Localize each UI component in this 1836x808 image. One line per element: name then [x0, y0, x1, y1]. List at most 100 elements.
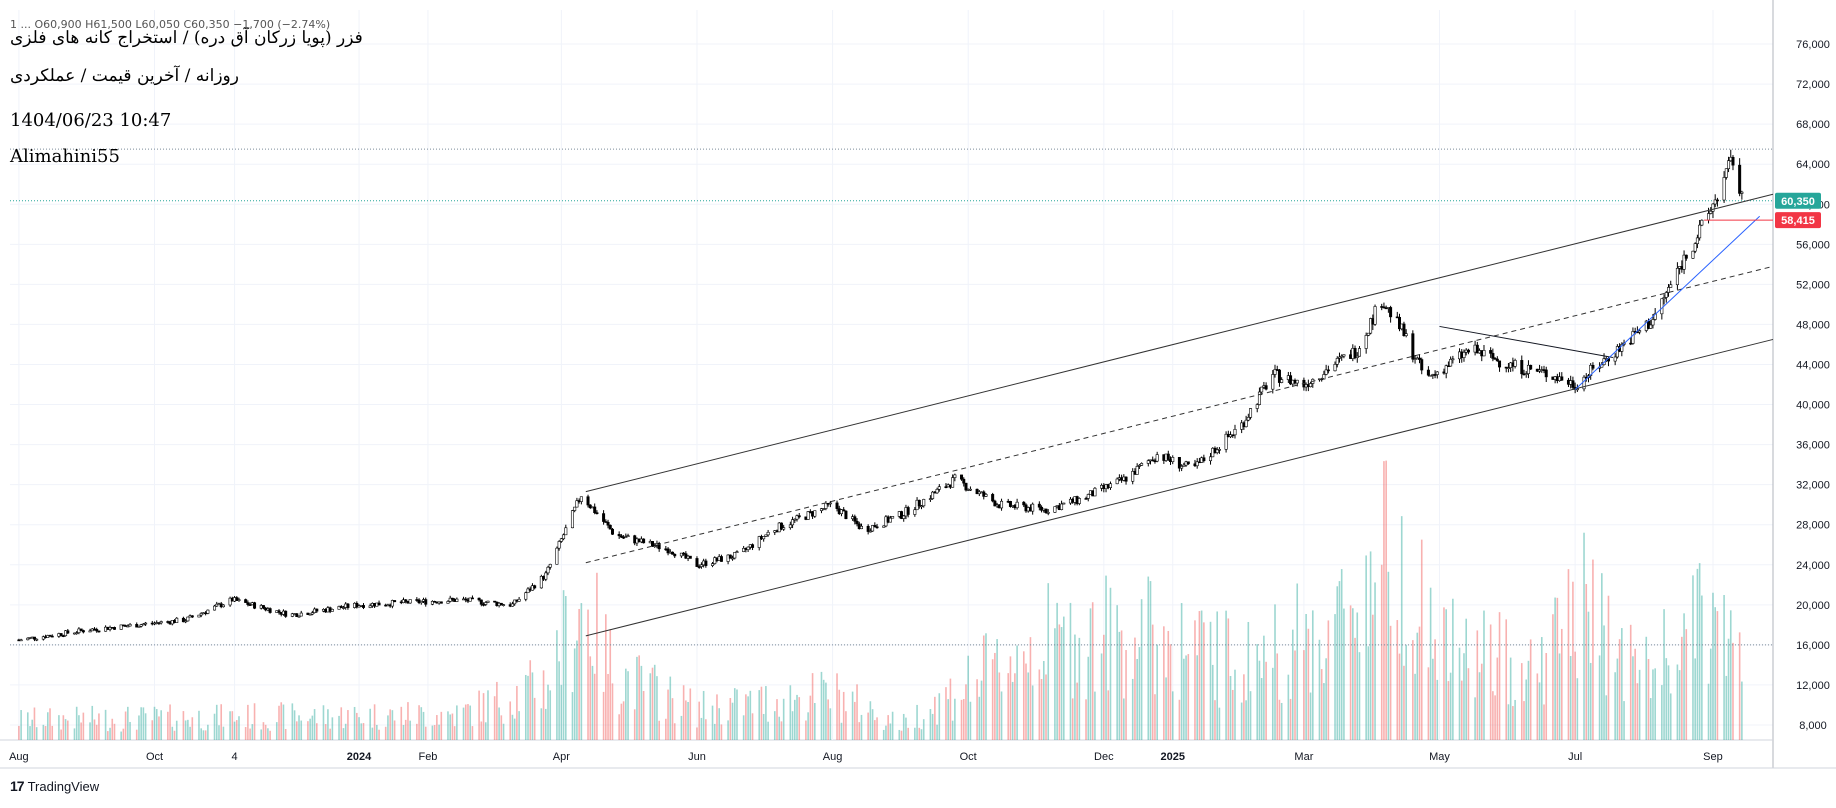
candle-body [779, 522, 783, 530]
candle-body [1398, 316, 1402, 330]
volume-bar [1014, 673, 1016, 740]
volume-bar [1354, 637, 1356, 740]
volume-bar [1432, 658, 1434, 740]
volume-bar [1225, 610, 1227, 740]
volume-bar [104, 709, 107, 740]
volume-bar [611, 683, 614, 740]
volume-bar [60, 729, 62, 740]
volume-bar [689, 688, 692, 740]
volume-bar [1480, 663, 1483, 740]
candle-body [728, 554, 732, 559]
time-tick-label: Apr [553, 751, 570, 763]
candle-body [651, 541, 655, 547]
volume-bar [191, 717, 194, 740]
volume-bar [934, 696, 936, 740]
candle-body [953, 474, 957, 478]
price-tick-label: 48,000 [1796, 319, 1830, 331]
volume-bar [1476, 630, 1479, 740]
volume-bar [1483, 610, 1485, 740]
volume-bar [920, 729, 923, 740]
candle-body [299, 612, 303, 617]
volume-bar [313, 709, 316, 740]
volume-bar [891, 711, 894, 740]
volume-bar [524, 674, 527, 740]
volume-bar [1307, 628, 1310, 740]
volume-bar [1352, 608, 1354, 740]
time-tick-label: Jul [1568, 751, 1582, 763]
volume-bar [1443, 607, 1445, 740]
volume-bar [1574, 651, 1576, 740]
volume-bar [400, 706, 403, 740]
time-tick-label: Jun [688, 751, 706, 763]
volume-bar [1683, 613, 1685, 740]
candle-body [902, 515, 906, 519]
brand[interactable]: 17 TradingView [10, 778, 99, 794]
volume-bar [1047, 583, 1050, 740]
volume-bar [1185, 655, 1187, 740]
volume-bar [1076, 682, 1078, 740]
volume-bar [882, 729, 885, 740]
volume-bar [213, 713, 216, 740]
volume-bar [338, 715, 340, 740]
volume-bar [1367, 646, 1370, 740]
candle-body [221, 604, 225, 608]
volume-bar [93, 719, 96, 740]
volume-bar [78, 715, 80, 740]
volume-bar [1167, 630, 1170, 740]
candle-body [900, 511, 904, 519]
candle-body [1131, 471, 1135, 482]
time-tick-label: Oct [960, 751, 977, 763]
volume-bar [409, 720, 411, 740]
volume-bar [369, 708, 371, 740]
volume-bar [1054, 628, 1056, 740]
price-tick-label: 36,000 [1796, 440, 1830, 452]
volume-bar [1732, 642, 1734, 740]
volume-bar [1692, 575, 1694, 740]
candle-body [310, 612, 314, 615]
volume-bar [1291, 629, 1294, 740]
volume-bar [1025, 663, 1027, 740]
volume-bar [791, 711, 794, 740]
candle-body [931, 491, 935, 499]
volume-bar [745, 694, 747, 740]
volume-bar [618, 714, 620, 740]
price-tick-label: 44,000 [1796, 359, 1830, 371]
volume-bar [340, 707, 343, 740]
ohlc-legend: 1 ... O60,900 H61,500 L60,050 C60,350 −1… [10, 18, 331, 31]
volume-bar [871, 709, 874, 740]
volume-bar [175, 720, 178, 740]
volume-bar [1000, 691, 1003, 740]
candle-body [1355, 355, 1359, 358]
volume-bar [1380, 564, 1383, 740]
volume-bar [789, 685, 792, 740]
volume-bar [1492, 691, 1494, 740]
volume-bar [651, 667, 654, 740]
candle-body [742, 547, 746, 552]
volume-bar [1723, 595, 1725, 740]
volume-bar [31, 719, 34, 740]
volume-bar [1387, 571, 1390, 740]
volume-bar [153, 706, 156, 740]
volume-bar [1011, 681, 1014, 740]
volume-bar [994, 652, 996, 740]
volume-bar [1632, 656, 1634, 740]
volume-bar [1623, 701, 1625, 740]
volume-bar [562, 590, 565, 740]
volume-bar [1187, 654, 1190, 740]
candle-body [1246, 417, 1250, 421]
volume-bar [665, 718, 667, 740]
symbol-title: فزر (پویا زرکان آق دره) / استخراج کانه ه… [10, 28, 363, 48]
candle-body [917, 499, 921, 507]
volume-bar [542, 670, 545, 740]
candle-body [1340, 355, 1344, 358]
candle-body [573, 506, 577, 511]
volume-bar [916, 704, 918, 740]
candle-body [704, 560, 708, 566]
volume-bar [758, 690, 761, 740]
volume-bar [669, 676, 672, 740]
candle-body [228, 597, 232, 606]
trendline-support [1574, 215, 1761, 390]
candle-body [1373, 306, 1377, 325]
